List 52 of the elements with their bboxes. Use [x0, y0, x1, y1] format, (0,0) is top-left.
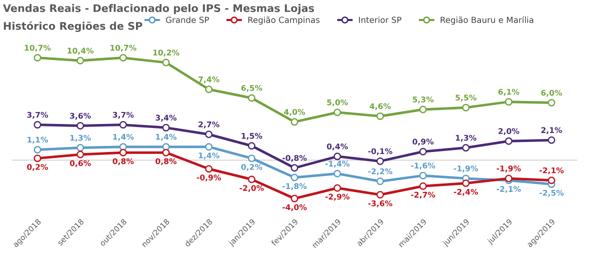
point	[248, 154, 256, 162]
point	[419, 148, 427, 156]
point	[462, 179, 470, 187]
point	[34, 146, 42, 154]
point	[205, 143, 213, 151]
legend-label: Região Bauru e Marília	[440, 16, 534, 25]
point	[376, 112, 384, 120]
point	[334, 170, 342, 178]
point	[205, 130, 213, 138]
point	[290, 164, 298, 172]
point	[248, 142, 256, 150]
point	[462, 104, 470, 112]
point	[419, 172, 427, 180]
point	[119, 148, 127, 156]
point	[205, 86, 213, 94]
point	[290, 174, 298, 182]
point	[205, 165, 213, 173]
point	[504, 137, 512, 145]
point	[162, 124, 170, 132]
point	[34, 54, 42, 62]
chart-title: Vendas Reais - Deflacionado pelo IPS - Mesmas Lojas	[2, 4, 314, 14]
point	[419, 182, 427, 190]
point	[290, 194, 298, 202]
point	[334, 184, 342, 192]
point	[248, 94, 256, 102]
point	[76, 122, 84, 130]
point	[419, 106, 427, 114]
point	[34, 121, 42, 129]
point	[162, 148, 170, 156]
point	[548, 136, 556, 144]
point	[290, 118, 298, 126]
point	[334, 152, 342, 160]
point	[76, 150, 84, 158]
point	[119, 54, 127, 62]
point	[34, 154, 42, 162]
point	[248, 176, 256, 184]
legend-label: Grande SP	[166, 16, 209, 24]
point	[76, 144, 84, 152]
point	[504, 98, 512, 106]
point	[548, 176, 556, 184]
point	[376, 157, 384, 165]
point	[376, 190, 384, 198]
chart-subtitle: Histórico Regiões de SP	[4, 21, 142, 32]
legend-label: Interior SP	[359, 16, 402, 24]
point	[162, 58, 170, 66]
point	[334, 108, 342, 116]
point	[376, 178, 384, 186]
point	[462, 144, 470, 152]
legend-label: Região Campinas	[248, 16, 320, 25]
point	[548, 99, 556, 107]
point	[119, 121, 127, 129]
point	[76, 56, 84, 64]
